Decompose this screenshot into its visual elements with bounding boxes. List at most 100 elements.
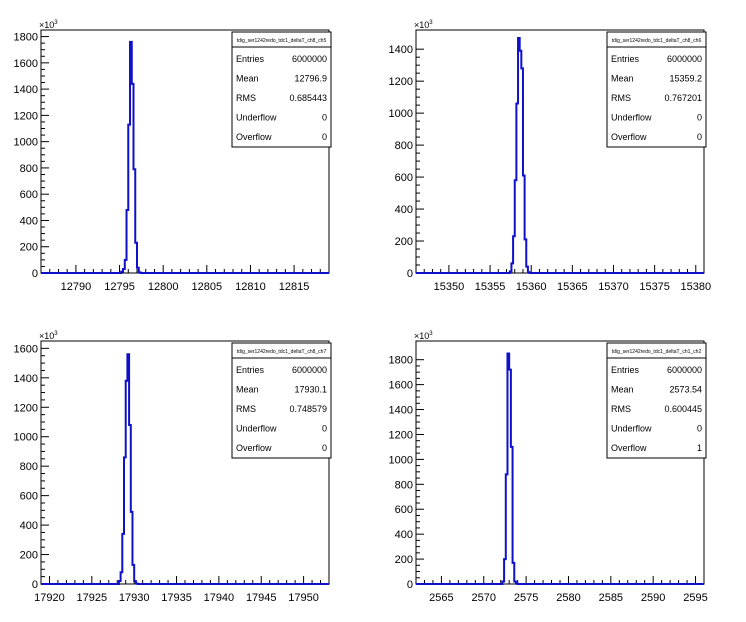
stats-value-rms: 0.748579 [289, 404, 327, 414]
y-tick-label: 400 [395, 204, 413, 216]
x-tick-label: 17920 [34, 592, 65, 604]
y-tick-label: 1600 [389, 380, 413, 392]
x-tick-label: 17925 [77, 592, 108, 604]
stats-value-entries: 6000000 [667, 365, 702, 375]
stats-title: tdig_ser1242redo_tdc1_deltaT_ch8_ch5 [237, 38, 327, 44]
x-tick-label: 2570 [472, 592, 496, 604]
y-tick-label: 0 [407, 268, 413, 280]
y-multiplier-exponent: 3 [429, 20, 433, 26]
stats-label-underflow: Underflow [611, 113, 652, 123]
y-tick-label: 1200 [14, 110, 38, 122]
stats-label-overflow: Overflow [236, 443, 272, 453]
stats-label-rms: RMS [611, 404, 631, 414]
stats-value-mean: 17930.1 [294, 385, 327, 395]
stats-label-mean: Mean [611, 74, 634, 84]
stats-value-mean: 2573.54 [669, 385, 702, 395]
y-tick-label: 600 [395, 504, 413, 516]
y-multiplier-exponent: 3 [54, 20, 58, 26]
stats-value-entries: 6000000 [667, 54, 702, 64]
x-tick-label: 17940 [204, 592, 235, 604]
x-tick-label: 15380 [680, 281, 711, 293]
stats-title: tdig_ser1242redo_tdc1_deltaT_ch8_ch6 [612, 38, 702, 44]
y-tick-label: 1000 [14, 137, 38, 149]
stats-label-rms: RMS [236, 404, 256, 414]
x-tick-label: 12815 [279, 281, 310, 293]
y-multiplier-base: ×10 [39, 20, 54, 30]
x-tick-label: 17935 [161, 592, 192, 604]
stats-label-underflow: Underflow [236, 113, 277, 123]
stats-box [231, 31, 332, 148]
x-tick-label: 12790 [61, 281, 92, 293]
y-tick-label: 0 [32, 579, 38, 591]
stats-label-overflow: Overflow [611, 443, 647, 453]
y-tick-label: 1400 [14, 373, 38, 385]
stats-value-rms: 0.685443 [289, 93, 327, 103]
y-tick-label: 1000 [389, 108, 413, 120]
x-tick-label: 12810 [235, 281, 266, 293]
stats-label-mean: Mean [236, 385, 259, 395]
x-tick-label: 2585 [599, 592, 623, 604]
y-tick-label: 1600 [14, 58, 38, 70]
stats-value-entries: 6000000 [292, 54, 327, 64]
x-tick-label: 12800 [148, 281, 179, 293]
y-tick-label: 1400 [389, 405, 413, 417]
stats-value-overflow: 0 [697, 132, 702, 142]
histogram-panel: 0 200 400 600 800 1000 1200 1400 1600 1800 12790 12… [14, 20, 332, 293]
y-tick-label: 1200 [389, 429, 413, 441]
x-tick-label: 2590 [641, 592, 665, 604]
stats-label-underflow: Underflow [236, 424, 277, 434]
histogram-line [416, 36, 704, 274]
y-tick-label: 0 [32, 268, 38, 280]
y-multiplier-base: ×10 [39, 331, 54, 341]
x-tick-label: 15350 [434, 281, 465, 293]
y-tick-label: 600 [395, 172, 413, 184]
y-tick-label: 1600 [14, 343, 38, 355]
stats-value-underflow: 0 [322, 113, 327, 123]
stats-value-underflow: 0 [322, 424, 327, 434]
y-tick-label: 1800 [14, 32, 38, 44]
y-multiplier-base: ×10 [414, 331, 429, 341]
stats-title: tdig_ser1242redo_tdc1_deltaT_ch1_ch2 [612, 349, 702, 355]
y-tick-label: 800 [20, 163, 38, 175]
stats-value-overflow: 1 [697, 443, 702, 453]
x-tick-label: 17930 [119, 592, 150, 604]
y-tick-label: 1800 [389, 355, 413, 367]
y-tick-label: 600 [20, 491, 38, 503]
stats-value-overflow: 0 [322, 132, 327, 142]
y-multiplier-base: ×10 [414, 20, 429, 30]
y-tick-label: 1400 [14, 84, 38, 96]
y-tick-label: 800 [20, 461, 38, 473]
x-tick-label: 15370 [598, 281, 629, 293]
y-tick-label: 200 [20, 550, 38, 562]
stats-value-overflow: 0 [322, 443, 327, 453]
y-tick-label: 0 [407, 579, 413, 591]
y-tick-label: 400 [395, 529, 413, 541]
x-tick-label: 2565 [429, 592, 453, 604]
x-tick-label: 15355 [475, 281, 506, 293]
stats-box [606, 31, 707, 148]
stats-label-rms: RMS [611, 93, 631, 103]
y-tick-label: 1400 [389, 44, 413, 56]
stats-title: tdig_ser1242redo_tdc1_deltaT_ch8_ch7 [237, 349, 327, 355]
y-tick-label: 400 [20, 520, 38, 532]
y-tick-label: 1000 [14, 432, 38, 444]
x-tick-label: 12795 [104, 281, 135, 293]
histogram-panel: 0 200 400 600 800 1000 1200 1400 1600 17920 17925 1… [14, 331, 332, 604]
histogram-line [416, 352, 704, 585]
stats-value-entries: 6000000 [292, 365, 327, 375]
y-multiplier-exponent: 3 [54, 331, 58, 337]
x-tick-label: 15360 [516, 281, 547, 293]
stats-label-mean: Mean [611, 385, 634, 395]
y-tick-label: 600 [20, 189, 38, 201]
x-tick-label: 15375 [639, 281, 670, 293]
y-tick-label: 400 [20, 215, 38, 227]
x-tick-label: 2595 [683, 592, 707, 604]
x-tick-label: 15365 [557, 281, 588, 293]
y-tick-label: 200 [395, 236, 413, 248]
stats-label-entries: Entries [611, 365, 640, 375]
stats-label-entries: Entries [236, 365, 265, 375]
x-tick-label: 17945 [246, 592, 277, 604]
stats-label-underflow: Underflow [611, 424, 652, 434]
stats-value-rms: 0.767201 [664, 93, 702, 103]
